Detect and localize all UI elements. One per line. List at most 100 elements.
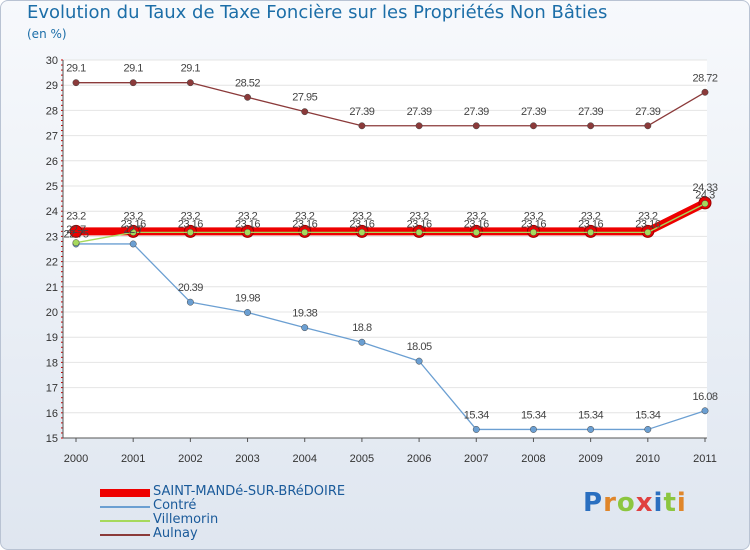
y-tick-label: 26 <box>46 156 58 168</box>
data-point <box>415 122 423 130</box>
chart-unit-label: (en %) <box>27 27 67 41</box>
y-tick-label: 29 <box>46 80 58 92</box>
data-label: 19.38 <box>292 308 317 320</box>
data-point <box>472 122 480 130</box>
data-label: 22.7 <box>66 224 86 236</box>
data-point <box>186 228 194 236</box>
data-label: 24.3 <box>695 190 715 202</box>
data-label: 27.39 <box>635 106 660 118</box>
legend-label: Aulnay <box>153 526 198 541</box>
data-label: 23.2 <box>181 210 201 222</box>
data-point <box>72 79 80 87</box>
data-label: 23.2 <box>238 210 258 222</box>
series-line <box>76 199 707 236</box>
data-point <box>129 240 137 248</box>
data-label: 27.39 <box>464 106 489 118</box>
y-tick-label: 19 <box>46 332 58 344</box>
logo-letter: i <box>676 488 687 518</box>
data-label: 23.16 <box>578 218 603 230</box>
data-label: 23.2 <box>467 210 487 222</box>
legend-swatch <box>100 520 150 522</box>
x-tick-label: 2001 <box>121 453 145 465</box>
y-tick-label: 28 <box>46 105 58 117</box>
x-tick-label: 2010 <box>636 453 660 465</box>
logo-letter: i <box>653 488 664 518</box>
data-point <box>72 239 80 247</box>
data-label: 23.2 <box>524 210 544 222</box>
data-label: 23.16 <box>121 218 146 230</box>
data-label: 16.08 <box>692 391 717 403</box>
data-label: 23.16 <box>349 218 374 230</box>
data-point <box>186 298 194 306</box>
y-tick-label: 27 <box>46 131 58 143</box>
data-label: 27.95 <box>292 92 317 104</box>
legend-swatch <box>100 534 150 536</box>
data-point <box>358 122 366 130</box>
data-label: 15.34 <box>578 409 603 421</box>
x-tick-label: 2011 <box>693 453 717 465</box>
x-tick-label: 2007 <box>464 453 488 465</box>
data-label: 27.39 <box>578 106 603 118</box>
data-point <box>301 108 309 116</box>
data-label: 23.16 <box>635 218 660 230</box>
data-label: 23.2 <box>581 210 601 222</box>
x-tick-label: 2005 <box>350 453 374 465</box>
data-point <box>358 228 366 236</box>
y-tick-label: 30 <box>46 55 58 67</box>
data-label: 28.52 <box>235 77 260 89</box>
data-label: 23.16 <box>178 218 203 230</box>
logo-letter: r <box>603 488 617 518</box>
data-label: 20.39 <box>178 282 203 294</box>
data-label: 23.16 <box>292 218 317 230</box>
proxiti-logo: Proxiti <box>583 488 687 518</box>
data-point <box>244 93 251 101</box>
data-point <box>530 122 537 130</box>
x-tick-label: 2006 <box>407 453 431 465</box>
y-tick-label: 25 <box>46 181 58 193</box>
data-point <box>415 357 423 365</box>
data-label: 29.1 <box>123 63 143 75</box>
series-line <box>76 243 706 431</box>
data-label: 15.34 <box>635 409 660 421</box>
logo-letter: P <box>583 488 604 518</box>
data-label: 22.7 <box>123 224 143 236</box>
data-label: 23.2 <box>295 210 315 222</box>
data-label: 27.39 <box>407 106 432 118</box>
plot-area <box>63 60 707 438</box>
x-tick-label: 2004 <box>292 453 316 465</box>
data-label: 23.2 <box>123 210 143 222</box>
data-point <box>301 228 309 236</box>
series-line <box>76 82 706 127</box>
data-label: 15.34 <box>521 409 546 421</box>
data-point <box>587 228 595 236</box>
logo-letter: x <box>635 488 654 518</box>
y-tick-label: 15 <box>46 433 58 445</box>
data-point <box>644 425 652 433</box>
data-label: 27.39 <box>349 106 374 118</box>
data-label: 23.2 <box>638 210 658 222</box>
data-point <box>244 228 251 236</box>
y-tick-label: 16 <box>46 408 58 420</box>
data-label: 24.33 <box>692 182 717 194</box>
data-label: 23.2 <box>66 210 86 222</box>
data-label: 15.34 <box>464 409 489 421</box>
data-point <box>644 122 652 130</box>
data-label: 28.72 <box>692 72 717 84</box>
data-label: 19.98 <box>235 293 260 305</box>
data-point <box>129 228 137 236</box>
data-point <box>472 228 480 236</box>
y-tick-label: 23 <box>46 231 58 243</box>
data-label: 29.1 <box>66 63 86 75</box>
data-point <box>587 425 595 433</box>
y-tick-label: 18 <box>46 357 58 369</box>
data-point <box>701 88 709 96</box>
x-tick-label: 2009 <box>578 453 602 465</box>
data-label: 23.16 <box>464 218 489 230</box>
legend-swatch <box>100 489 150 497</box>
y-tick-label: 21 <box>46 282 58 294</box>
data-point <box>301 324 309 332</box>
data-point <box>644 228 652 236</box>
data-label: 18.8 <box>352 322 372 334</box>
y-tick-label: 24 <box>46 206 58 218</box>
